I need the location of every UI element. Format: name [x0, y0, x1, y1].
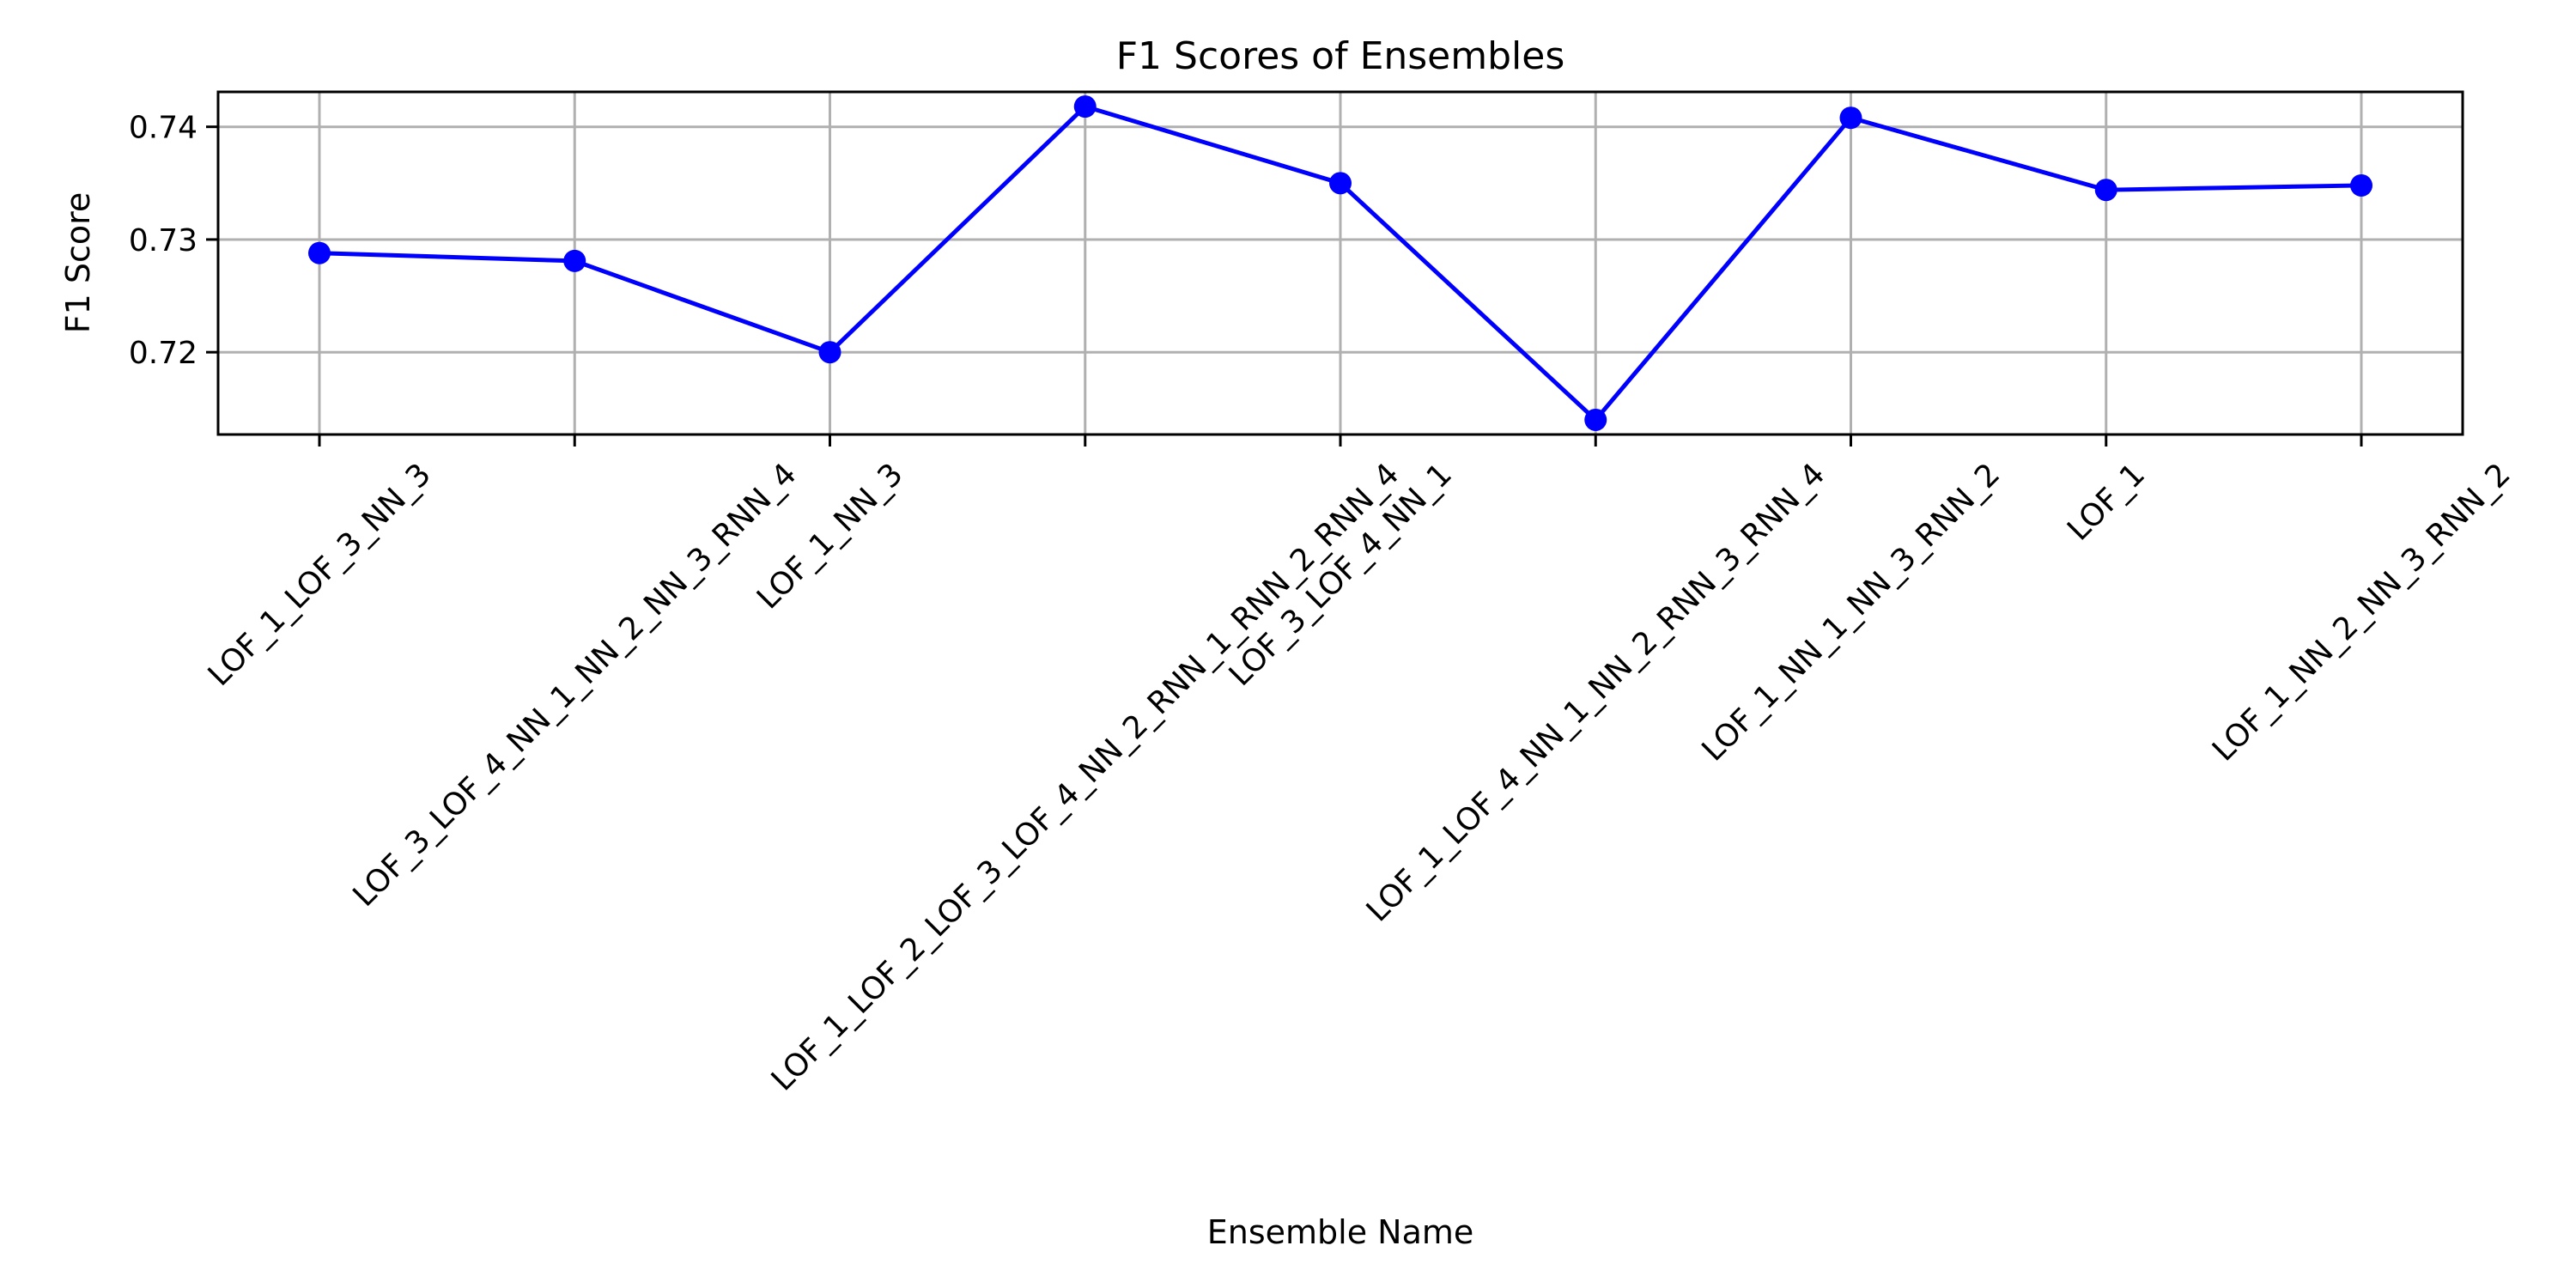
chart-title: F1 Scores of Ensembles [1116, 34, 1565, 78]
plot-frame [216, 90, 2464, 436]
data-point [2094, 179, 2117, 202]
data-point [2350, 173, 2372, 197]
y-axis-label: F1 Score [59, 192, 97, 334]
tick-layer [206, 125, 2363, 447]
series-layer [308, 95, 2372, 431]
data-point [308, 241, 331, 264]
data-point [1584, 408, 1607, 431]
y-tick-label: 0.73 [129, 223, 197, 258]
data-point [1073, 95, 1097, 118]
y-tick-label: 0.74 [129, 111, 197, 146]
x-axis-label: Ensemble Name [1207, 1213, 1474, 1251]
y-tick-labels: 0.72 0.73 0.74 [129, 111, 197, 372]
data-point [1329, 172, 1352, 195]
grid-layer [218, 92, 2463, 434]
data-point [818, 341, 841, 364]
y-tick-label: 0.72 [129, 336, 197, 371]
data-point [563, 249, 586, 272]
data-point [1839, 106, 1862, 130]
